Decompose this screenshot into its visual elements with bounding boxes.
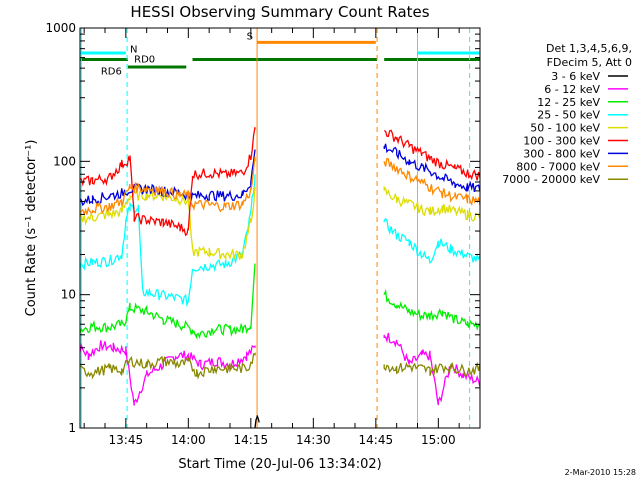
y-tick-label: 1 xyxy=(68,421,76,435)
series-line-1 xyxy=(79,332,481,406)
legend-label: 3 - 6 keV xyxy=(551,70,600,83)
series-line-3 xyxy=(79,174,481,308)
chart-title: HESSI Observing Summary Count Rates xyxy=(130,3,429,21)
legend-label: 50 - 100 keV xyxy=(530,122,600,135)
x-tick-label: 15:00 xyxy=(421,433,456,447)
y-tick-label: 1000 xyxy=(45,21,76,35)
series-line-6 xyxy=(79,143,481,207)
series-line-7 xyxy=(79,156,481,217)
legend-header: FDecim 5, Att 0 xyxy=(547,56,632,69)
series-line-0 xyxy=(254,415,260,429)
x-tick-label: 14:15 xyxy=(234,433,269,447)
legend-label: 25 - 50 keV xyxy=(537,109,600,122)
x-tick-label: 14:30 xyxy=(296,433,331,447)
series-line-5 xyxy=(79,127,481,237)
legend-header: Det 1,3,4,5,6,9, xyxy=(546,42,632,55)
state-bar-label: RD6 xyxy=(101,67,122,78)
y-tick-label: 100 xyxy=(53,154,76,168)
legend-label: 7000 - 20000 keV xyxy=(502,173,600,186)
x-axis-label: Start Time (20-Jul-06 13:34:02) xyxy=(178,457,381,472)
state-bar-label: N xyxy=(130,45,137,56)
legend-label: 800 - 7000 keV xyxy=(516,160,600,173)
plot-frame xyxy=(79,27,481,429)
timestamp-annotation: 2-Mar-2010 15:28 xyxy=(565,468,636,477)
series-line-2 xyxy=(79,263,481,340)
series-line-8 xyxy=(79,352,481,380)
legend-label: 6 - 12 keV xyxy=(544,83,600,96)
legend: Det 1,3,4,5,6,9,FDecim 5, Att 03 - 6 keV… xyxy=(502,42,632,186)
series-layer xyxy=(79,127,481,429)
x-tick-label: 13:45 xyxy=(109,433,144,447)
legend-label: 12 - 25 keV xyxy=(537,96,600,109)
axis-ticks-layer: 1 10 100 1000 13:45 14:00 14:15 14:30 14:45 15:00 xyxy=(45,21,481,447)
x-tick-label: 14:45 xyxy=(359,433,394,447)
x-tick-label: 14:00 xyxy=(171,433,206,447)
vertical-markers-layer xyxy=(80,28,471,428)
legend-label: 100 - 300 keV xyxy=(523,135,600,148)
state-bar-label: S xyxy=(247,31,253,42)
legend-label: 300 - 800 keV xyxy=(523,147,600,160)
state-bar-label: RD0 xyxy=(134,55,155,66)
y-axis-label: Count Rate (s⁻¹ detector⁻¹) xyxy=(24,140,39,317)
y-tick-label: 10 xyxy=(61,288,76,302)
